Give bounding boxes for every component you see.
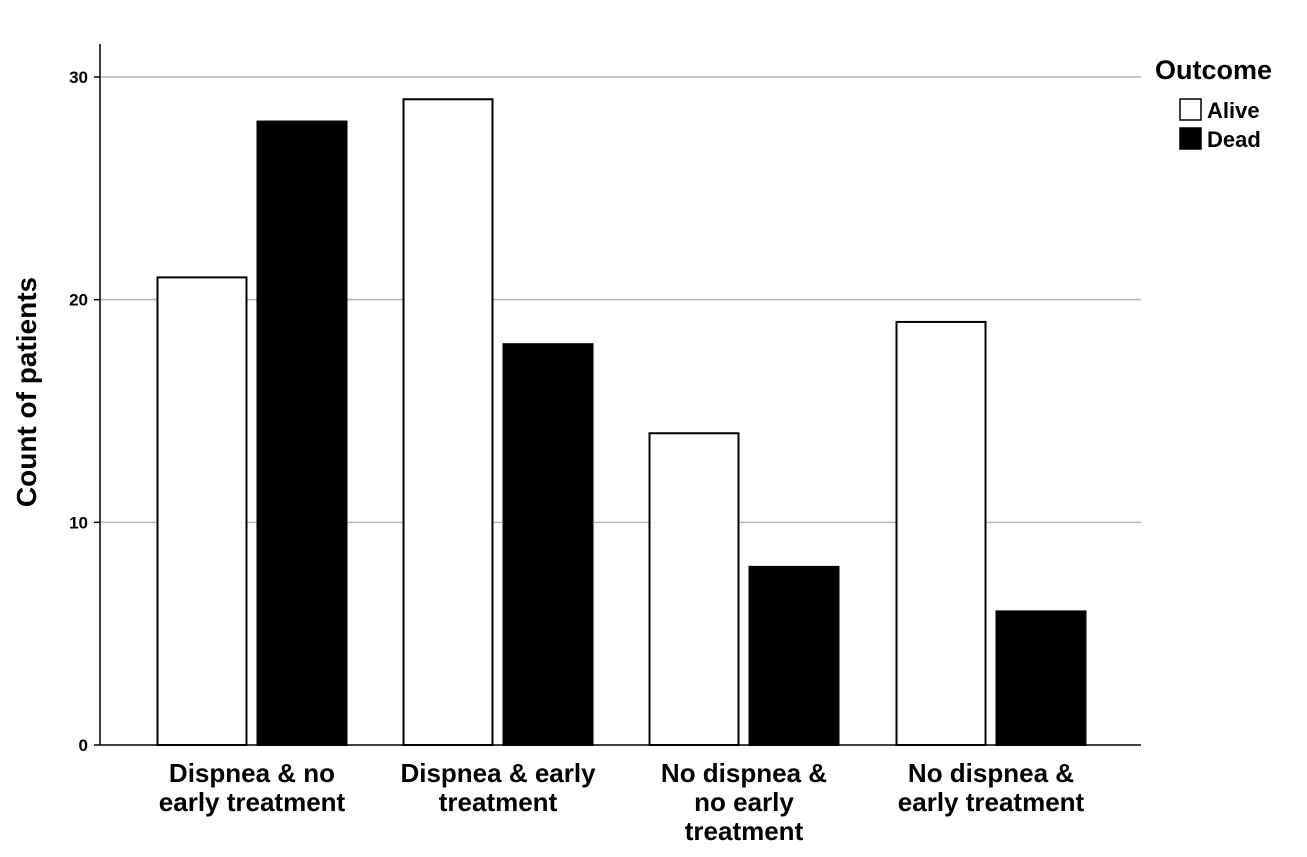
y-axis-title: Count of patients — [11, 277, 42, 507]
legend-swatch-alive — [1179, 98, 1202, 121]
y-tick-label: 30 — [69, 68, 88, 87]
bar-dead — [502, 343, 594, 746]
bar-dead — [748, 565, 840, 746]
legend-title: Outcome — [1155, 55, 1272, 85]
y-tick-label: 20 — [69, 291, 88, 310]
bar-alive — [156, 276, 248, 746]
bar-alive — [648, 432, 740, 746]
bars — [156, 98, 1087, 747]
legend-items: Alive Dead — [1179, 98, 1261, 152]
x-category-label: Dispnea & early treatment — [400, 758, 596, 817]
bar-dead — [256, 120, 348, 747]
x-category-labels: Dispnea & no early treatment Dispnea & ear… — [159, 758, 1085, 846]
bar-dead — [995, 610, 1087, 747]
y-tick-label: 10 — [69, 513, 88, 532]
x-category-label: No dispnea & early treatment — [898, 758, 1085, 817]
legend-label-alive: Alive — [1207, 98, 1260, 123]
legend-label-dead: Dead — [1207, 127, 1261, 152]
y-tick-labels: 0 10 20 30 — [69, 68, 88, 755]
axes — [94, 44, 1141, 746]
legend: Outcome Alive Dead — [1155, 55, 1272, 152]
bar-alive — [895, 320, 987, 746]
bar-alive — [402, 98, 494, 747]
legend-swatch-dead — [1179, 127, 1202, 150]
x-category-label: Dispnea & no early treatment — [159, 758, 346, 817]
x-category-label: No dispnea & no early treatment — [661, 758, 827, 846]
y-tick-label: 0 — [79, 736, 88, 755]
